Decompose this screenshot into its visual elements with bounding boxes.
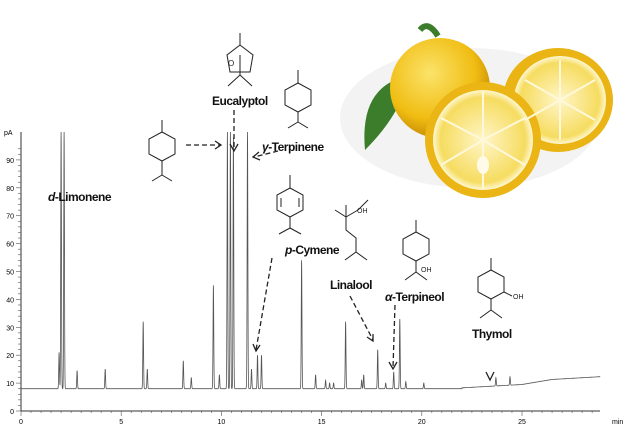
x-tick-label: 0 <box>19 419 23 426</box>
y-tick-label: 10 <box>6 381 14 388</box>
x-axis-label: min <box>612 419 623 426</box>
x-tick-label: 10 <box>218 419 226 426</box>
x-tick-label: 15 <box>318 419 326 426</box>
eucalyptol-structure <box>226 33 254 87</box>
label-terpineol: α-Terpineol <box>385 290 445 304</box>
x-tick-label: 25 <box>518 419 526 426</box>
y-tick-label: 60 <box>6 242 14 249</box>
y-tick-label: 90 <box>6 158 14 165</box>
x-tick-label: 20 <box>418 419 426 426</box>
oh-label: OH <box>421 267 432 274</box>
linalool-structure <box>334 199 369 261</box>
y-tick-label: 0 <box>10 409 14 416</box>
y-tick-label: 40 <box>6 297 14 304</box>
y-tick-label: 80 <box>6 186 14 193</box>
terpinene-structure <box>284 70 312 129</box>
y-tick-label: 30 <box>6 325 14 332</box>
label-linalool: Linalool <box>330 278 373 292</box>
cymene-arrow <box>255 257 273 351</box>
chromatogram-trace <box>20 131 601 390</box>
cymene-structure <box>276 175 304 235</box>
label-eucalyptol: Eucalyptol <box>212 94 268 108</box>
y-tick-label: 20 <box>6 353 14 360</box>
label-cymene: p-Cymene <box>285 243 340 257</box>
terpinene-arrow <box>253 150 279 158</box>
oh-label: OH <box>513 294 524 301</box>
linalool-arrow <box>349 295 374 341</box>
y-axis-label: pA <box>4 130 13 137</box>
x-tick-label: 5 <box>119 419 123 426</box>
oh-label: OH <box>357 208 368 215</box>
oxygen-label: O <box>228 59 234 68</box>
thymol-structure <box>477 258 513 319</box>
y-tick-label: 70 <box>6 214 14 221</box>
terpineol-structure <box>402 220 430 281</box>
limonene-structure <box>148 120 176 182</box>
label-limonene: d-Limonene <box>48 190 112 204</box>
y-tick-label: 50 <box>6 270 14 277</box>
label-thymol: Thymol <box>472 327 512 341</box>
terpineol-arrow <box>392 304 396 369</box>
label-terpinene: γ-Terpinene <box>262 140 324 154</box>
